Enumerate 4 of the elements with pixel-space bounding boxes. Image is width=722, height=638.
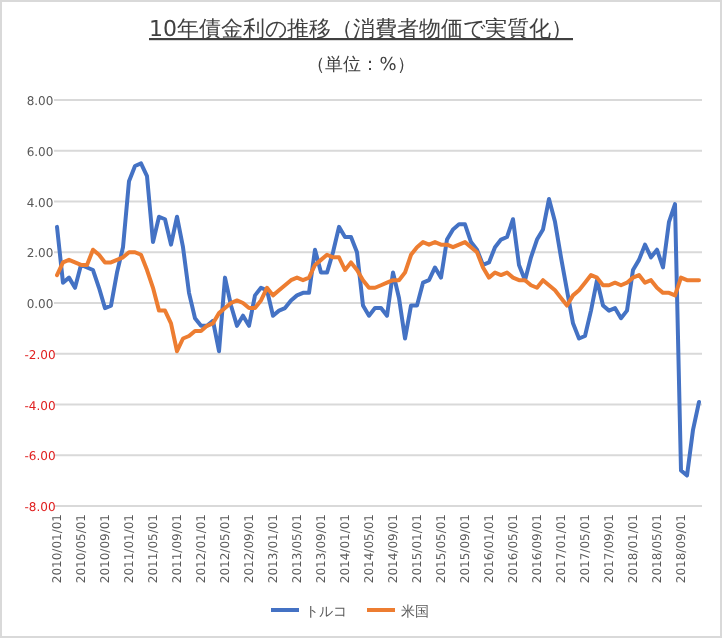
- chart-title: 10年債金利の推移（消費者物価で実質化）: [149, 16, 573, 42]
- line-series: [55, 161, 701, 478]
- line-series: [55, 240, 701, 354]
- chart-subtitle: （単位：%）: [307, 54, 415, 76]
